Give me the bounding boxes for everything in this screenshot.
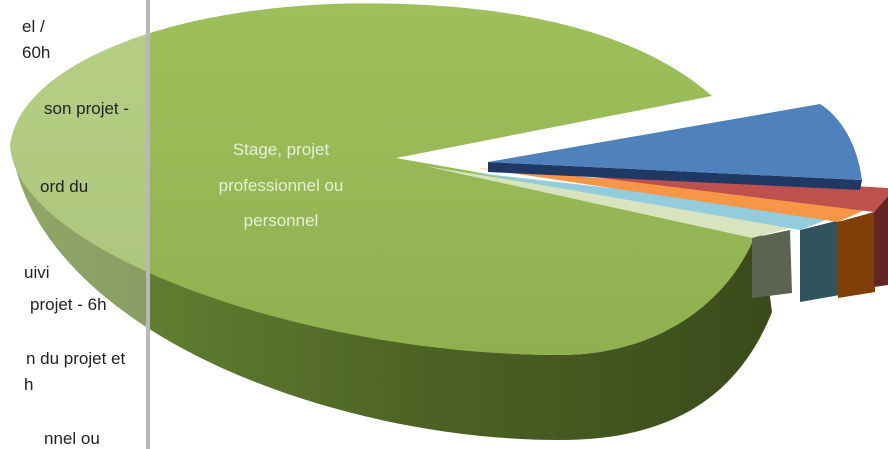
legend-line: 60h — [22, 43, 50, 62]
pie-slice-side-stage — [12, 150, 772, 440]
slice-label-line: personnel — [244, 211, 319, 230]
pie-slice-lightblue — [468, 172, 842, 230]
legend-line: uivi — [24, 263, 50, 282]
pie-slice-orange — [478, 168, 882, 222]
pie-slice-side-lightblue — [800, 220, 840, 302]
pie-slice-side-orange — [838, 212, 875, 298]
slice-label-line: professionnel ou — [219, 176, 344, 195]
legend-line: ord du — [40, 177, 88, 196]
legend-line: h — [24, 375, 33, 394]
legend-line: son projet - — [44, 99, 129, 118]
legend-border — [146, 0, 150, 449]
legend-line: el / — [22, 17, 45, 36]
pie-slice-blue — [488, 104, 862, 180]
legend-line: nnel ou — [44, 429, 100, 448]
legend-line: projet - 6h — [30, 295, 107, 314]
pie-slice-lightgreen — [425, 166, 797, 238]
pie-slice-side-lightgreen — [752, 230, 792, 298]
pie-slice-stage — [10, 3, 760, 356]
pie-slice-side-red — [874, 196, 888, 287]
pie-slice-side-blue — [488, 162, 862, 190]
legend-panel — [0, 0, 148, 449]
slice-label-line: Stage, projet — [233, 140, 330, 159]
legend-line: n du projet et — [26, 349, 126, 368]
